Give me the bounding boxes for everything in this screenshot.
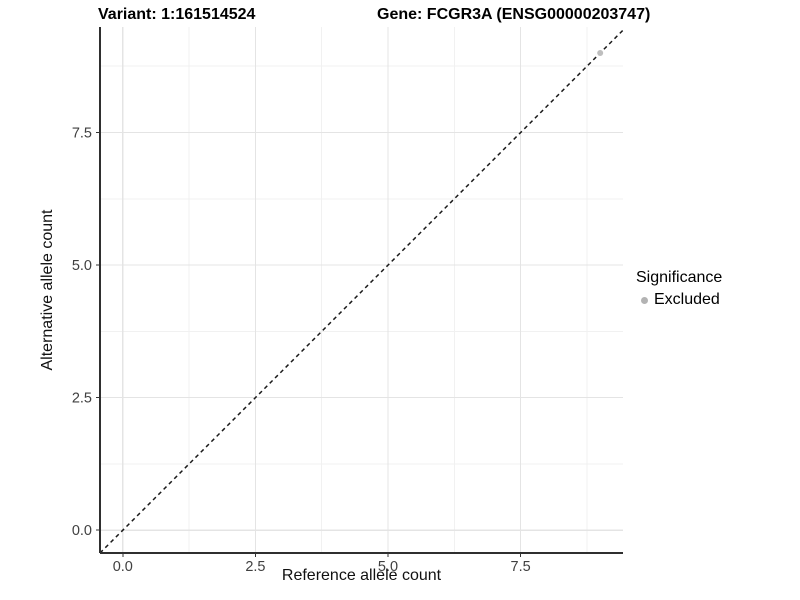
legend-item-label: Excluded xyxy=(654,291,720,308)
circle-marker-icon xyxy=(641,296,648,304)
identity-line-dashed xyxy=(99,29,624,554)
x-tick-label: 0.0 xyxy=(113,559,133,575)
plot-title-gene: Gene: FCGR3A (ENSG00000203747) xyxy=(377,6,651,23)
y-axis-label: Alternative allele count xyxy=(39,209,56,371)
data-point xyxy=(597,49,604,56)
legend-title: Significance xyxy=(636,269,723,286)
x-tick-label: 7.5 xyxy=(511,559,531,575)
plot-title-variant: Variant: 1:161514524 xyxy=(98,6,256,23)
x-axis-label: Reference allele count xyxy=(281,567,442,584)
legend-key xyxy=(636,292,653,309)
y-tick-label: 2.5 xyxy=(72,391,92,407)
legend: Significance Excluded xyxy=(636,268,796,309)
y-tick-label: 7.5 xyxy=(72,126,92,142)
x-tick-label: 5.0 xyxy=(378,559,398,575)
x-tick-label: 2.5 xyxy=(245,559,265,575)
legend-item-excluded: Excluded xyxy=(636,291,796,309)
y-tick-label: 0.0 xyxy=(72,523,92,539)
y-tick-label: 5.0 xyxy=(72,258,92,274)
